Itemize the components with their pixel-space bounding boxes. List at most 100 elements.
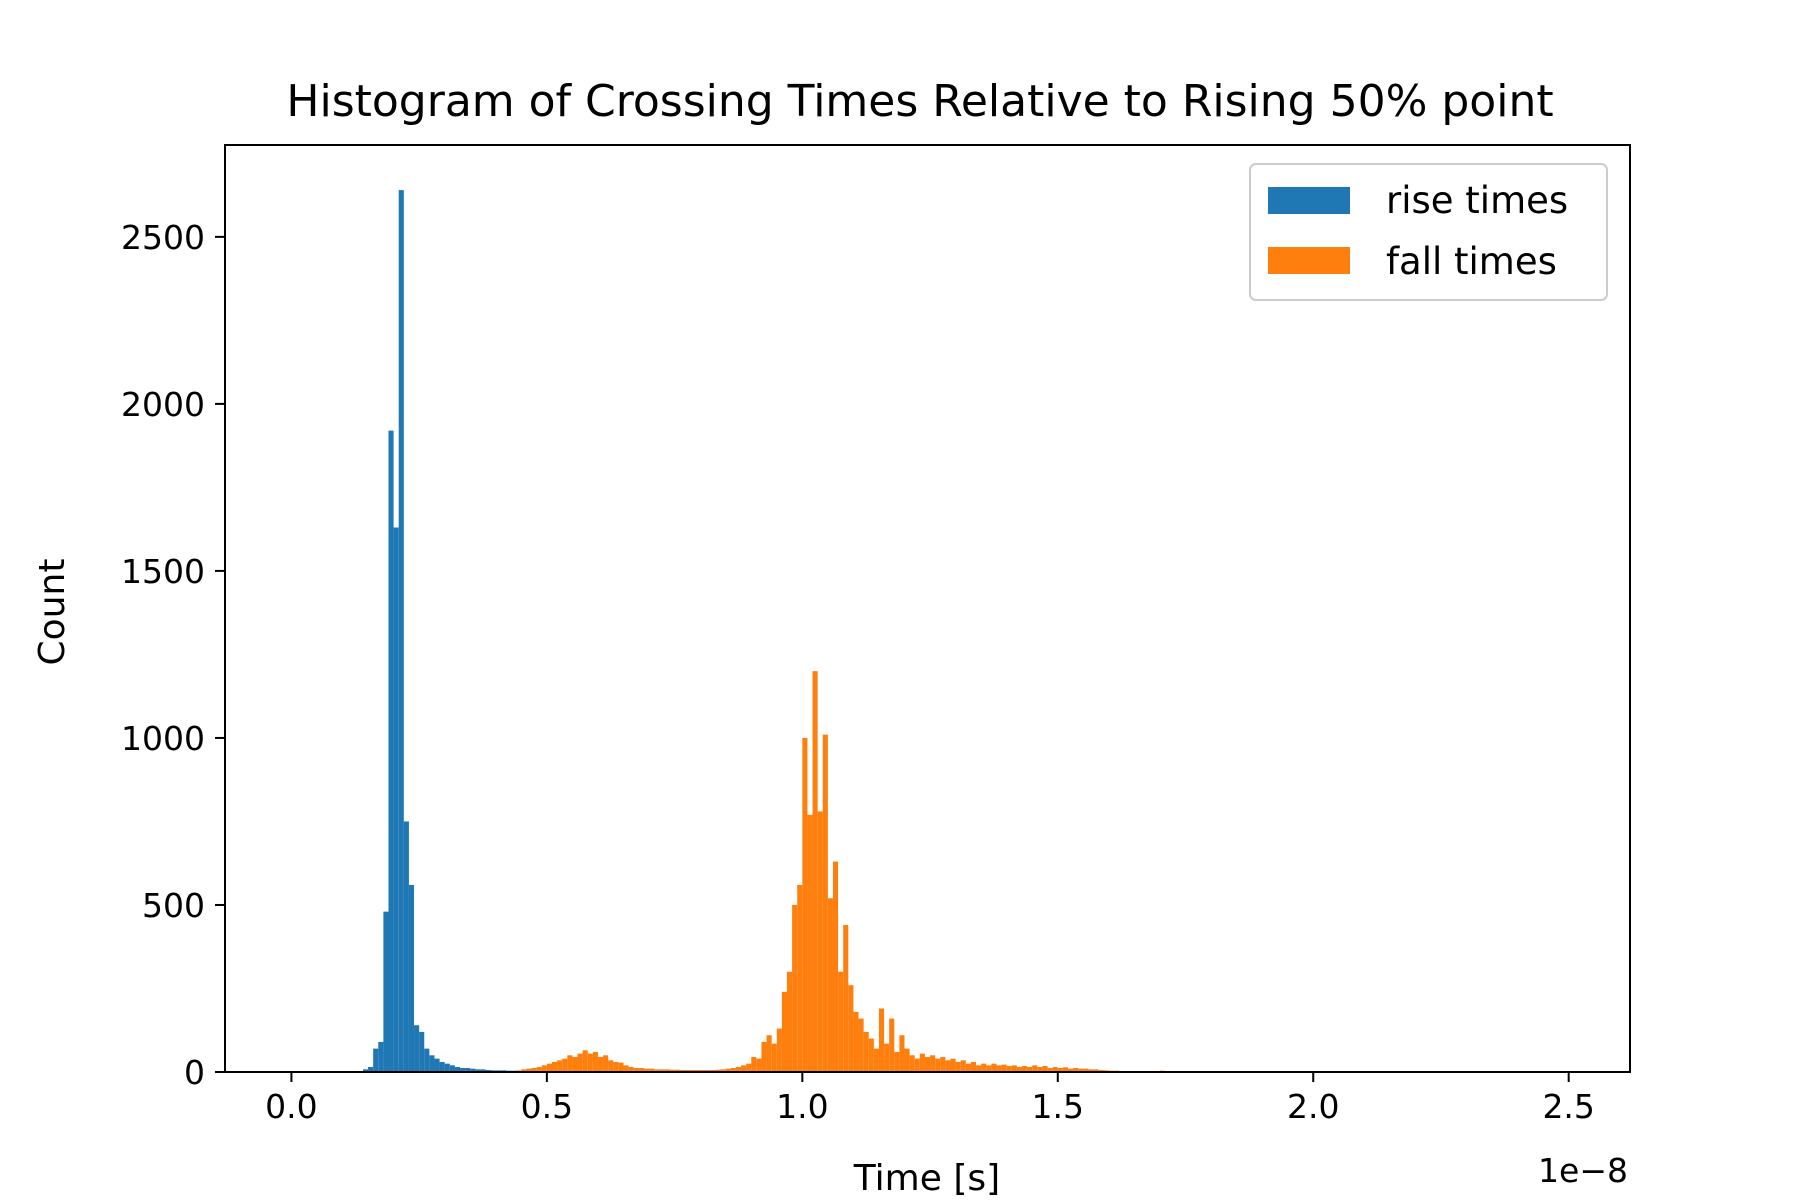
bar-fall-times-83 [940,1056,946,1072]
bar-fall-times-51 [776,1028,782,1072]
bar-fall-times-13 [582,1050,588,1072]
bar-fall-times-43 [735,1066,742,1072]
x-tick-label-5: 2.5 [1542,1087,1594,1126]
bar-fall-times-14 [587,1053,593,1072]
bar-fall-times-56 [802,737,808,1072]
bar-fall-times-21 [623,1065,629,1072]
y-tick-label-0: 0 [184,1053,205,1092]
bar-fall-times-23 [633,1067,639,1072]
y-tick-label-4: 2000 [121,385,205,424]
bar-rise-times-8 [403,821,409,1072]
bar-fall-times-4 [536,1066,542,1072]
bar-rise-times-14 [434,1058,440,1072]
bar-fall-times-87 [960,1060,966,1072]
bar-fall-times-94 [996,1065,1002,1072]
bar-fall-times-29 [664,1069,670,1072]
x-tick-label-3: 1.5 [1032,1087,1084,1126]
x-axis-label: Time [s] [853,1158,1000,1199]
bar-fall-times-19 [613,1061,619,1072]
bar-rise-times-10 [414,1025,420,1072]
bar-fall-times-77 [909,1055,915,1072]
bar-fall-times-91 [981,1063,987,1072]
bar-fall-times-69 [868,1038,874,1072]
bar-fall-times-11 [572,1056,578,1072]
bar-rise-times-15 [439,1061,445,1072]
bar-fall-times-93 [991,1063,997,1072]
bar-fall-times-75 [899,1035,905,1072]
bar-fall-times-98 [1016,1066,1023,1072]
bar-fall-times-8 [557,1060,563,1072]
bar-fall-times-26 [649,1068,655,1072]
bar-fall-times-112 [1088,1069,1094,1072]
bar-fall-times-65 [848,985,854,1072]
bar-fall-times-27 [654,1069,660,1072]
bar-fall-times-28 [659,1069,665,1072]
bar-fall-times-88 [965,1063,971,1072]
bar-fall-times-53 [787,971,793,1072]
bar-rise-times-21 [470,1068,476,1072]
bar-fall-times-18 [608,1060,614,1072]
bar-fall-times-102 [1037,1066,1043,1072]
bar-fall-times-3 [531,1067,537,1072]
bar-fall-times-86 [955,1061,961,1072]
bar-fall-times-44 [741,1065,747,1072]
bar-fall-times-85 [950,1058,956,1072]
bar-fall-times-71 [878,1008,885,1072]
bar-fall-times-12 [577,1053,583,1072]
bar-fall-times-52 [781,991,787,1072]
bar-rise-times-3 [378,1041,384,1072]
bar-rise-times-16 [444,1063,450,1072]
y-tick-label-3: 1500 [121,552,205,591]
bar-fall-times-57 [807,814,813,1072]
bar-fall-times-46 [751,1056,757,1072]
bar-fall-times-104 [1047,1067,1053,1072]
bar-fall-times-54 [792,904,798,1072]
legend-label-rise-times: rise times [1386,179,1568,222]
bar-fall-times-48 [761,1041,767,1072]
y-tick-label-1: 500 [142,886,205,925]
bar-fall-times-31 [674,1069,680,1072]
bar-fall-times-10 [567,1055,573,1072]
bar-fall-times-70 [873,1048,879,1072]
bar-rise-times-13 [429,1055,435,1072]
bar-fall-times-49 [766,1035,772,1072]
bar-fall-times-111 [1083,1068,1089,1072]
bar-fall-times-58 [812,671,818,1072]
legend-label-fall-times: fall times [1386,240,1557,283]
bar-rise-times-1 [368,1066,374,1072]
bar-fall-times-76 [904,1048,910,1072]
bar-fall-times-110 [1078,1068,1084,1072]
bar-fall-times-74 [894,1051,900,1072]
bar-fall-times-95 [1001,1064,1007,1072]
bar-fall-times-47 [756,1058,762,1072]
bar-rise-times-17 [449,1065,455,1072]
bar-fall-times-45 [746,1063,752,1072]
x-axis-offset-label: 1e−8 [1538,1151,1628,1190]
bar-fall-times-82 [935,1058,941,1072]
bar-fall-times-62 [832,861,839,1072]
bar-fall-times-55 [797,884,803,1072]
bar-rise-times-5 [388,430,394,1072]
bar-fall-times-5 [541,1065,547,1072]
plot-frame [224,144,1631,1073]
legend: rise times fall times [1249,163,1608,301]
bars-layer [362,190,1171,1073]
bar-fall-times-107 [1062,1067,1068,1072]
y-tick-label-5: 2500 [121,218,205,257]
bar-fall-times-6 [546,1063,552,1072]
bar-fall-times-42 [730,1067,736,1072]
bar-fall-times-24 [638,1067,644,1072]
chart-title: Histogram of Crossing Times Relative to … [286,76,1553,127]
bar-fall-times-50 [771,1043,777,1072]
bar-fall-times-39 [715,1069,721,1072]
x-tick-label-2: 1.0 [776,1087,828,1126]
bar-fall-times-109 [1073,1067,1079,1072]
bar-fall-times-90 [976,1065,982,1072]
y-axis-label: Count [32,559,73,666]
bar-fall-times-2 [526,1068,532,1072]
bar-fall-times-97 [1011,1065,1017,1072]
bar-fall-times-66 [853,1011,859,1072]
bar-fall-times-72 [884,1043,890,1072]
bar-fall-times-60 [822,734,828,1072]
